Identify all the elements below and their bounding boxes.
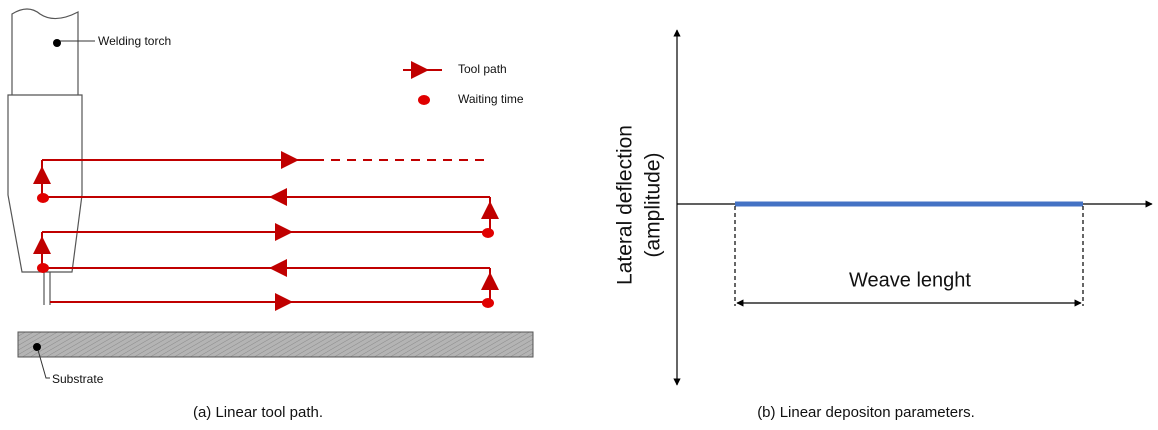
- substrate-label: Substrate: [52, 372, 104, 386]
- substrate: [17, 331, 534, 358]
- dimension: [734, 206, 1084, 307]
- torch-dot: [53, 39, 61, 47]
- legend: Tool path Waiting time: [403, 61, 524, 106]
- y-label: Lateral deflection (amplitude): [614, 125, 665, 285]
- legend-label: Tool path: [458, 62, 507, 76]
- y-label-line: (amplitude): [642, 152, 665, 257]
- torch-label: Welding torch: [98, 34, 171, 48]
- waiting-dots: [37, 193, 494, 308]
- caption: (a) Linear tool path.: [193, 404, 323, 421]
- caption: (b) Linear depositon parameters.: [757, 404, 975, 421]
- weave-label: Weave lenght: [849, 269, 971, 291]
- legend-label: Waiting time: [458, 92, 524, 106]
- axes: [673, 29, 1153, 386]
- leader: [37, 349, 50, 379]
- y-label-line: Lateral deflection: [614, 125, 637, 285]
- tool-path: [33, 151, 499, 311]
- torch: [7, 8, 83, 305]
- substrate-dot: [33, 343, 41, 351]
